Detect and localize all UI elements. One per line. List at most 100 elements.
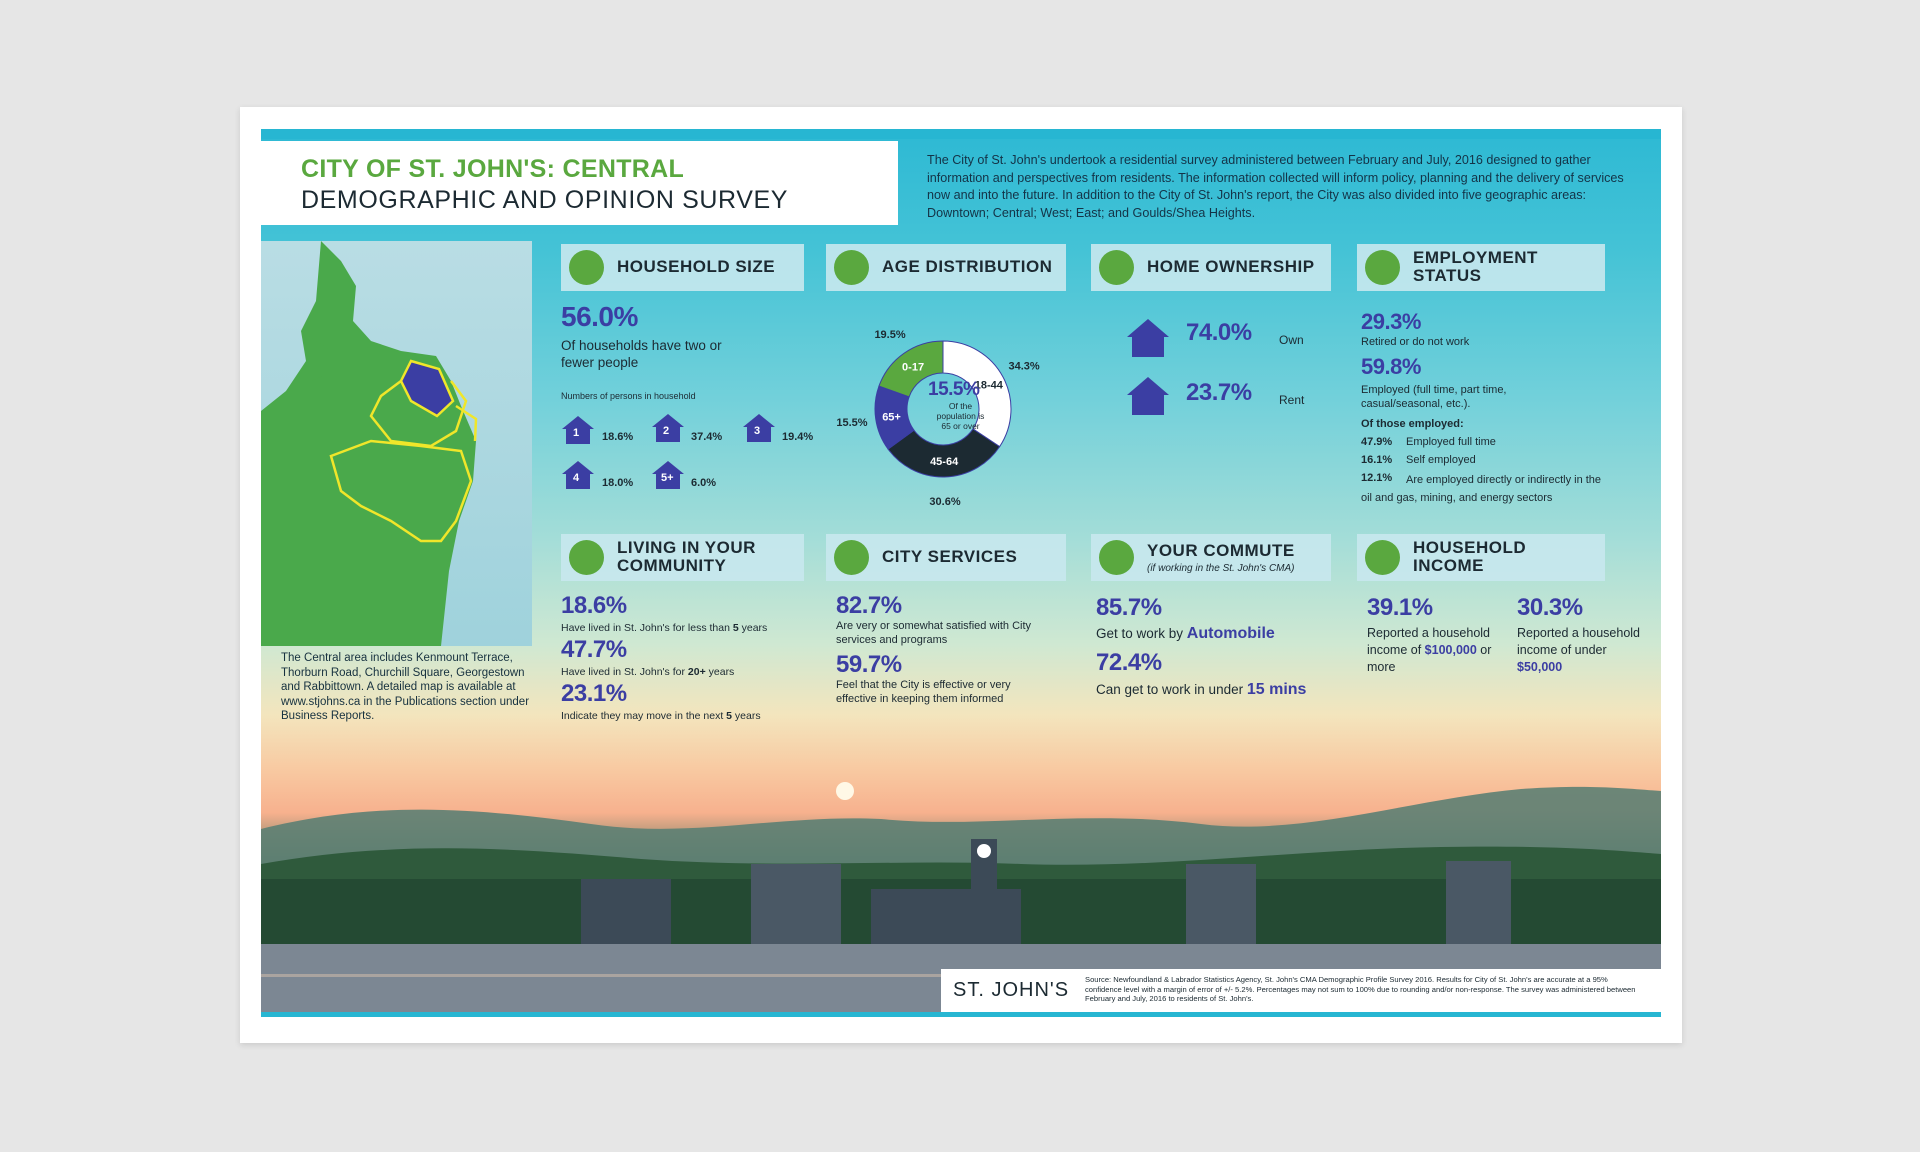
income-header: HOUSEHOLD INCOME xyxy=(1357,534,1605,581)
bottom-accent-bar xyxy=(261,1012,1661,1017)
title-box xyxy=(261,141,898,225)
self-employed-label: Self employed xyxy=(1406,454,1476,466)
source-note: Source: Newfoundland & Labrador Statisti… xyxy=(1085,975,1636,1004)
employment-title: EMPLOYMENT STATUS xyxy=(1413,248,1538,285)
employed-value: 59.8% xyxy=(1361,354,1421,379)
household-4-pct: 18.0% xyxy=(602,477,634,489)
truck-icon xyxy=(834,540,869,575)
title-line-1: CITY OF ST. JOHN'S: CENTRAL xyxy=(301,155,685,183)
retired-label: Retired or do not work xyxy=(1361,336,1470,348)
living-title: LIVING IN YOUR COMMUNITY xyxy=(617,538,756,575)
time-value: 72.4% xyxy=(1096,649,1162,676)
top-accent-bar xyxy=(261,129,1661,139)
household-2-pct: 37.4% xyxy=(691,431,723,443)
house-icon xyxy=(569,250,604,285)
retired-value: 29.3% xyxy=(1361,309,1421,334)
donut-slice-0-17 xyxy=(878,340,944,398)
age-donut-chart: 18-44 45-64 65+ 0-17 34.3% 30.6% 15.5% 19.5% xyxy=(836,329,1040,508)
rent-label: Rent xyxy=(1279,393,1305,407)
income-low-text: Reported a household income of under $50… xyxy=(1517,626,1641,674)
living-header: LIVING IN YOUR COMMUNITY xyxy=(561,534,804,581)
age-center-text: Of the population is 65 or over xyxy=(936,401,985,431)
house-2-icon xyxy=(651,412,685,442)
household-size-header: HOUSEHOLD SIZE xyxy=(561,244,804,291)
fulltime-value: 47.9% xyxy=(1361,436,1393,448)
donut-category-label: 0-17 xyxy=(902,361,924,373)
age-distribution-header: AGE DISTRIBUTION xyxy=(826,244,1066,291)
commute-header: YOUR COMMUTE (if working in the St. John… xyxy=(1091,534,1331,581)
house-3-icon xyxy=(742,412,776,442)
fulltime-label: Employed full time xyxy=(1406,436,1496,448)
donut-slice-45-64 xyxy=(887,428,1001,478)
household-1-number: 1 xyxy=(573,427,580,439)
employed-label: Employed (full time, part time, casual/s… xyxy=(1361,384,1507,410)
services-2-text: Feel that the City is effective or very … xyxy=(836,679,1011,705)
auto-value: 85.7% xyxy=(1096,594,1162,621)
donut-slice-18-44 xyxy=(942,340,1012,448)
rent-value: 23.7% xyxy=(1186,379,1252,406)
donut-percent-label: 19.5% xyxy=(874,329,905,341)
st-johns-logo: ST. JOHN'S xyxy=(953,979,1070,1001)
commute-subtitle: (if working in the St. John's CMA) xyxy=(1147,563,1295,574)
donut-percent-label: 30.6% xyxy=(929,496,960,508)
household-size-stat: 56.0% xyxy=(561,301,638,332)
house-5-icon xyxy=(651,459,685,489)
household-5-number: 5+ xyxy=(661,472,674,484)
living-1-text: Have lived in St. John's for less than 5… xyxy=(561,622,768,634)
income-high-text: Reported a household income of $100,000 … xyxy=(1367,626,1492,674)
briefcase-icon xyxy=(1365,250,1400,285)
household-1-pct: 18.6% xyxy=(602,431,634,443)
living-2-text: Have lived in St. John's for 20+ years xyxy=(561,666,735,678)
oil-label: Are employed directly or indirectly in t… xyxy=(1361,474,1602,504)
age-center-value: 15.5% xyxy=(928,379,980,400)
donut-category-labels: 18-44 45-64 65+ 0-17 xyxy=(882,361,1004,468)
self-employed-value: 16.1% xyxy=(1361,454,1393,466)
title-line-2: DEMOGRAPHIC AND OPINION SURVEY xyxy=(301,186,789,214)
income-title: HOUSEHOLD INCOME xyxy=(1413,538,1527,575)
household-3-pct: 19.4% xyxy=(782,431,814,443)
services-2-value: 59.7% xyxy=(836,651,902,678)
living-3-value: 23.1% xyxy=(561,680,627,707)
employment-header: EMPLOYMENT STATUS xyxy=(1357,244,1605,291)
household-3-number: 3 xyxy=(754,425,761,437)
household-size-stat-text: Of households have two or fewer people xyxy=(561,338,722,370)
car-icon xyxy=(1099,540,1134,575)
income-low-value: 30.3% xyxy=(1517,594,1583,621)
footer-sign xyxy=(941,969,1661,1014)
people-icon xyxy=(834,250,869,285)
houses-icon xyxy=(569,540,604,575)
donut-category-label: 45-64 xyxy=(930,456,959,468)
house-1-icon xyxy=(561,414,595,444)
household-4-number: 4 xyxy=(573,472,580,484)
home-icon xyxy=(1099,250,1134,285)
of-employed-label: Of those employed: xyxy=(1361,418,1464,430)
living-1-value: 18.6% xyxy=(561,592,627,619)
map-note: The Central area includes Kenmount Terra… xyxy=(281,652,530,723)
household-size-title: HOUSEHOLD SIZE xyxy=(617,257,776,276)
infographic-poster: CITY OF ST. JOHN'S: CENTRAL DEMOGRAPHIC … xyxy=(261,129,1661,1017)
own-house-icon xyxy=(1126,317,1170,357)
city-services-title: CITY SERVICES xyxy=(882,547,1018,566)
intro-paragraph: The City of St. John's undertook a resid… xyxy=(927,153,1624,220)
services-1-text: Are very or somewhat satisfied with City… xyxy=(836,620,1032,646)
commute-title: YOUR COMMUTE xyxy=(1147,541,1295,560)
age-distribution-title: AGE DISTRIBUTION xyxy=(882,257,1053,276)
services-1-value: 82.7% xyxy=(836,592,902,619)
own-value: 74.0% xyxy=(1186,319,1252,346)
time-text: Can get to work in under 15 mins xyxy=(1096,681,1307,698)
city-services-header: CITY SERVICES xyxy=(826,534,1066,581)
map-illustration xyxy=(261,241,478,646)
household-size-sub-label: Numbers of persons in household xyxy=(561,391,696,401)
income-high-value: 39.1% xyxy=(1367,594,1433,621)
home-ownership-title: HOME OWNERSHIP xyxy=(1147,257,1315,276)
oil-value: 12.1% xyxy=(1361,472,1393,484)
auto-text: Get to work by Automobile xyxy=(1096,625,1275,642)
coins-icon xyxy=(1365,540,1400,575)
rent-house-icon xyxy=(1126,375,1170,415)
living-3-text: Indicate they may move in the next 5 yea… xyxy=(561,710,761,722)
donut-category-label: 65+ xyxy=(882,411,901,423)
donut-category-label: 18-44 xyxy=(975,379,1004,391)
area-map xyxy=(261,241,532,646)
house-4-icon xyxy=(561,459,595,489)
living-2-value: 47.7% xyxy=(561,636,627,663)
